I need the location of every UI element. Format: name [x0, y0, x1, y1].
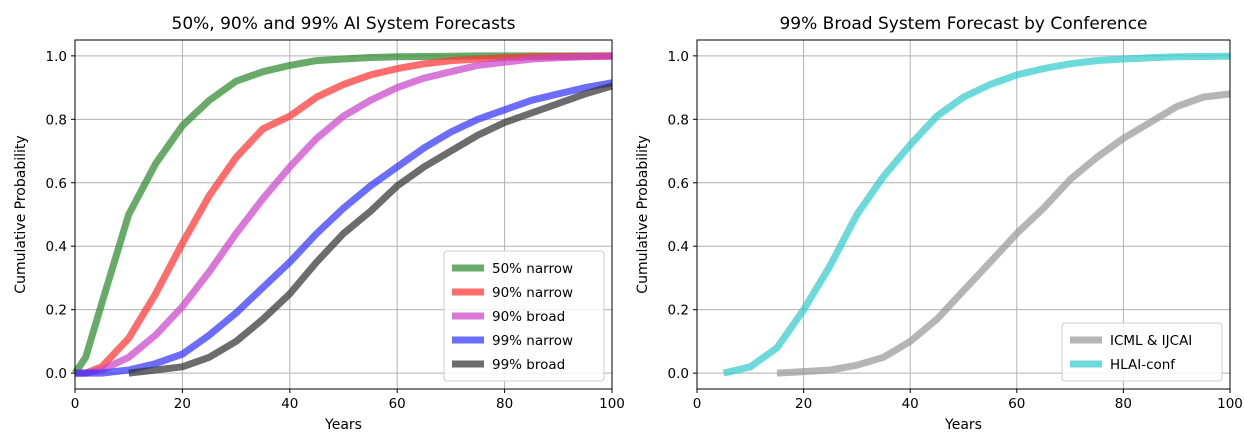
legend-label: 90% broad: [492, 309, 565, 325]
legend-label: HLAI-conf: [1110, 357, 1176, 373]
legend: ICML & IJCAI HLAI-conf: [1061, 322, 1223, 382]
x-tick-label: 100: [599, 396, 625, 412]
y-tick-label: 0.2: [46, 303, 67, 319]
series-line-hlai-conf: [722, 52, 1231, 377]
y-tick-label: 0.6: [668, 176, 689, 192]
y-tick-label: 0.6: [46, 176, 67, 192]
y-tick-label: 0.2: [668, 303, 689, 319]
chart-panel-2: 0 20 40 60 80 100 0.0 0.2 0.4 0.6 0.8 1.0 99% Broad …: [635, 14, 1243, 433]
y-tick-label: 1.0: [46, 49, 67, 65]
y-tick-label: 1.0: [668, 49, 689, 65]
series-line-icml-ijcai: [776, 90, 1231, 377]
y-tick-label: 0.0: [668, 366, 689, 382]
series-line-99-broad: [128, 82, 613, 377]
x-tick-label: 80: [1115, 396, 1132, 412]
y-tick-label: 0.8: [668, 112, 689, 128]
chart-panel-1: 0 20 40 60 80 100 0.0 0.2 0.4 0.6 0.8 1.0 50%, 90% a…: [13, 14, 625, 433]
x-tick-label: 100: [1217, 396, 1243, 412]
legend-label: 99% narrow: [492, 333, 573, 349]
x-axis-label: Years: [324, 417, 362, 433]
y-tick-label: 0.4: [46, 239, 67, 255]
y-axis-label: Cumulative Probability: [13, 135, 29, 293]
y-tick-label: 0.4: [668, 239, 689, 255]
x-tick-label: 0: [693, 396, 702, 412]
chart-title: 50%, 90% and 99% AI System Forecasts: [172, 14, 516, 34]
axes-frame: [74, 39, 613, 390]
legend-label: 99% broad: [492, 357, 565, 373]
y-tick-label: 0.0: [46, 366, 67, 382]
legend: 50% narrow 90% narrow 90% broad 99% narrow 9…: [443, 250, 605, 382]
legend-label: ICML & IJCAI: [1110, 333, 1192, 349]
series-line-90-broad: [75, 52, 613, 377]
x-tick-label: 20: [795, 396, 812, 412]
legend-label: 50% narrow: [492, 261, 573, 277]
y-axis-label: Cumulative Probability: [635, 135, 651, 293]
chart-title: 99% Broad System Forecast by Conference: [779, 14, 1147, 34]
x-tick-label: 0: [71, 396, 80, 412]
legend-box: [443, 250, 605, 382]
x-tick-label: 80: [496, 396, 513, 412]
series-line-99-narrow: [75, 79, 613, 377]
x-axis-label: Years: [944, 417, 982, 433]
x-tick-label: 40: [281, 396, 298, 412]
legend-label: 90% narrow: [492, 285, 573, 301]
x-tick-label: 20: [174, 396, 191, 412]
y-tick-label: 0.8: [46, 112, 67, 128]
x-tick-label: 60: [1008, 396, 1025, 412]
x-tick-label: 40: [902, 396, 919, 412]
axes-frame: [696, 39, 1231, 390]
x-tick-label: 60: [389, 396, 406, 412]
